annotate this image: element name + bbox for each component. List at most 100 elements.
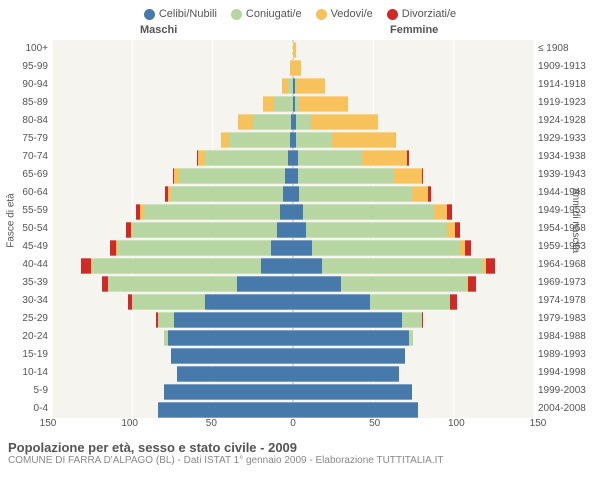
pyramid-row	[52, 312, 534, 326]
bar-rows	[52, 40, 534, 418]
legend-item: Divorziati/e	[387, 8, 456, 20]
female-bar	[293, 42, 534, 56]
bar-segment	[293, 258, 322, 274]
bar-segment	[370, 294, 450, 310]
age-label: 95-99	[22, 58, 48, 76]
bar-segment	[428, 186, 431, 202]
female-bar	[293, 150, 534, 164]
male-bar	[52, 330, 293, 344]
pyramid-row	[52, 276, 534, 290]
bar-segment	[293, 312, 402, 328]
bar-segment	[455, 222, 460, 238]
bar-segment	[229, 132, 290, 148]
header-female: Femmine	[390, 24, 438, 36]
birth-label: 1989-1993	[538, 346, 586, 364]
male-bar	[52, 42, 293, 56]
bar-segment	[293, 330, 409, 346]
female-bar	[293, 384, 534, 398]
legend: Celibi/Nubili Coniugati/e Vedovi/e Divorzia…	[0, 0, 600, 24]
male-bar	[52, 366, 293, 380]
pyramid-row	[52, 222, 534, 236]
female-bar	[293, 294, 534, 308]
pyramid-row	[52, 132, 534, 146]
x-tick: 50	[369, 418, 380, 429]
bar-segment	[293, 222, 306, 238]
female-bar	[293, 186, 534, 200]
age-label: 80-84	[22, 112, 48, 130]
male-bar	[52, 60, 293, 74]
bar-segment	[274, 96, 293, 112]
age-label: 15-19	[22, 346, 48, 364]
bar-segment	[434, 204, 447, 220]
birth-label: 1979-1983	[538, 310, 586, 328]
legend-item: Celibi/Nubili	[144, 8, 217, 20]
bar-segment	[179, 168, 285, 184]
pyramid-row	[52, 348, 534, 362]
bar-segment	[306, 222, 447, 238]
y-axis-left-title: Fasce di età	[6, 193, 17, 247]
age-label: 20-24	[22, 328, 48, 346]
female-bar	[293, 78, 534, 92]
legend-label: Coniugati/e	[246, 8, 302, 20]
birth-label: ≤ 1908	[538, 40, 569, 58]
gender-headers: Maschi Femmine	[0, 24, 600, 40]
bar-segment	[132, 294, 204, 310]
bar-segment	[263, 96, 274, 112]
bar-segment	[271, 240, 293, 256]
bar-segment	[450, 294, 456, 310]
bar-segment	[280, 204, 293, 220]
female-bar	[293, 312, 534, 326]
legend-label: Celibi/Nubili	[159, 8, 217, 20]
legend-dot	[231, 9, 242, 20]
bar-segment	[108, 276, 237, 292]
female-bar	[293, 96, 534, 110]
bar-segment	[486, 258, 496, 274]
male-bar	[52, 168, 293, 182]
female-bar	[293, 132, 534, 146]
pyramid-row	[52, 402, 534, 416]
bar-segment	[394, 168, 421, 184]
bar-segment	[168, 330, 293, 346]
legend-dot	[316, 9, 327, 20]
legend-dot	[144, 9, 155, 20]
male-bar	[52, 78, 293, 92]
bar-segment	[299, 96, 347, 112]
pyramid-row	[52, 150, 534, 164]
legend-label: Divorziati/e	[402, 8, 456, 20]
age-label: 45-49	[22, 238, 48, 256]
pyramid-row	[52, 384, 534, 398]
bar-segment	[298, 150, 362, 166]
age-label: 70-74	[22, 148, 48, 166]
legend-item: Coniugati/e	[231, 8, 302, 20]
x-axis: 15010050050100150	[0, 418, 600, 434]
bar-segment	[422, 168, 424, 184]
bar-segment	[177, 366, 293, 382]
birth-label: 1929-1933	[538, 130, 586, 148]
x-tick: 50	[206, 418, 217, 429]
birth-label: 1969-1973	[538, 274, 586, 292]
legend-label: Vedovi/e	[331, 8, 373, 20]
birth-label: 1934-1938	[538, 148, 586, 166]
chart-subtitle: COMUNE DI FARRA D'ALPAGO (BL) - Dati IST…	[8, 455, 592, 466]
age-label: 60-64	[22, 184, 48, 202]
bar-segment	[253, 114, 292, 130]
age-label: 25-29	[22, 310, 48, 328]
bar-segment	[293, 402, 418, 418]
y-axis-right-title: Anni di nascita	[570, 188, 581, 253]
bar-segment	[412, 186, 428, 202]
pyramid-row	[52, 78, 534, 92]
pyramid-row	[52, 294, 534, 308]
male-bar	[52, 276, 293, 290]
bar-segment	[362, 150, 407, 166]
bar-segment	[293, 60, 301, 76]
legend-item: Vedovi/e	[316, 8, 373, 20]
y-axis-right-labels: ≤ 19081909-19131914-19181919-19231924-19…	[534, 40, 596, 418]
male-bar	[52, 348, 293, 362]
bar-segment	[422, 312, 424, 328]
bar-segment	[144, 204, 281, 220]
bar-segment	[158, 312, 174, 328]
bar-segment	[205, 150, 289, 166]
bar-segment	[402, 312, 421, 328]
age-label: 40-44	[22, 256, 48, 274]
male-bar	[52, 240, 293, 254]
